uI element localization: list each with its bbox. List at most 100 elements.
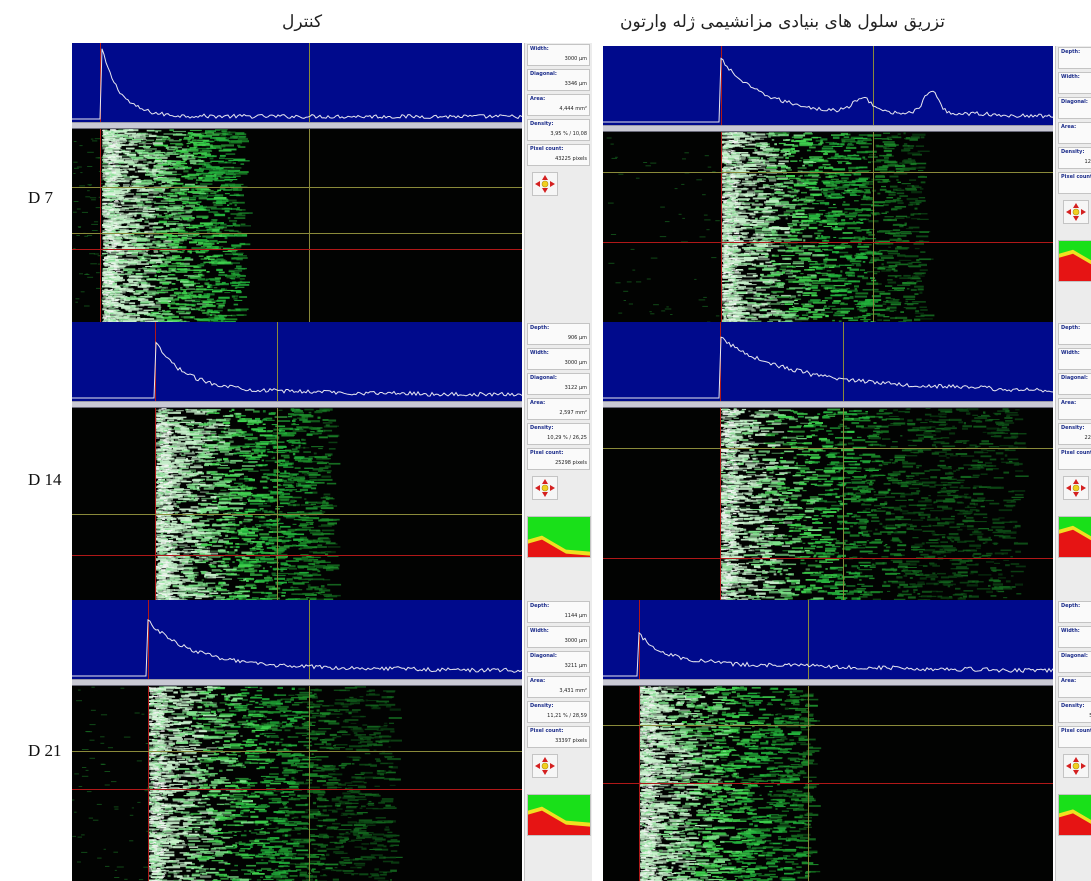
metric-label: Area: (530, 400, 545, 406)
metric-value: 10,29 % / 26,25 (547, 435, 587, 441)
metric-box: Width:3000 µm (527, 626, 590, 648)
oct-scan-image[interactable] (72, 686, 522, 881)
graph-separator[interactable] (72, 122, 522, 129)
metric-value: 4,444 mm² (559, 106, 587, 112)
intensity-graph-svg (72, 600, 522, 679)
arrow-right-icon (1081, 209, 1086, 215)
metric-box: Depth:906 µm (527, 323, 590, 345)
oct-scan-image[interactable] (603, 132, 1053, 327)
intensity-graph (72, 322, 522, 401)
metric-label: Area: (1061, 400, 1076, 406)
metric-label: Diagonal: (530, 71, 557, 77)
navigation-arrows-svg (533, 477, 557, 499)
navigation-arrows-svg (1064, 477, 1088, 499)
metric-label: Pixel count: (1061, 174, 1091, 180)
scan-panel-right-d14: Depth:906 µWidth:3000 µDiagonal:3134 µAr… (603, 322, 1091, 603)
metric-box: Diagonal:3201 µ (1058, 97, 1091, 119)
metric-box: Density:5,38 % / 13 (1058, 701, 1091, 723)
navigation-arrows-icon[interactable] (1063, 200, 1089, 224)
pre-surface-noise (72, 687, 153, 880)
metric-label: Area: (1061, 124, 1076, 130)
graph-separator[interactable] (603, 125, 1053, 132)
navigation-arrows-icon[interactable] (1063, 754, 1089, 778)
navigation-arrows-svg (1064, 755, 1088, 777)
tissue-signal (720, 408, 1029, 603)
arrow-up-icon (542, 757, 548, 762)
metric-box: Width:3000 µm (527, 348, 590, 370)
metric-box: Density:10,29 % / 26,25 (527, 423, 590, 445)
metric-box: Area:2,597 mm² (527, 398, 590, 420)
arrow-down-icon (542, 492, 548, 497)
navigation-arrows-icon[interactable] (532, 754, 558, 778)
metric-value: 3122 µm (565, 385, 587, 391)
intensity-graph (603, 46, 1053, 125)
metric-label: Depth: (1061, 603, 1080, 609)
oct-scan-image[interactable] (72, 129, 522, 324)
arrow-up-icon (542, 175, 548, 180)
intensity-curve (72, 620, 522, 676)
oct-scan-svg (72, 686, 522, 881)
metric-value: 43225 pixels (555, 156, 587, 162)
oct-scan-image[interactable] (603, 686, 1053, 881)
arrow-left-icon (535, 763, 540, 769)
graph-separator[interactable] (603, 679, 1053, 686)
metric-label: Width: (530, 350, 549, 356)
arrow-right-icon (1081, 763, 1086, 769)
tissue-signal (155, 408, 341, 603)
navigation-arrows-icon[interactable] (532, 476, 558, 500)
metric-box: Pixel count:32578 pix (1058, 172, 1091, 194)
arrow-down-icon (1073, 492, 1079, 497)
oct-scan-image[interactable] (72, 408, 522, 603)
metric-label: Depth: (1061, 325, 1080, 331)
navigation-arrows-icon[interactable] (1063, 476, 1089, 500)
metric-label: Pixel count: (530, 450, 563, 456)
metric-box: Area:3,347 m (1058, 122, 1091, 144)
metric-label: Width: (1061, 350, 1080, 356)
metric-value: 1144 µm (565, 613, 587, 619)
metric-value: 11,21 % / 28,59 (547, 713, 587, 719)
metric-value: 906 µm (568, 335, 587, 341)
navigation-arrows-icon[interactable] (532, 172, 558, 196)
navigation-arrows-svg (533, 755, 557, 777)
metric-label: Width: (1061, 74, 1080, 80)
oct-scan-image[interactable] (603, 408, 1053, 603)
arrow-up-icon (542, 479, 548, 484)
metric-label: Diagonal: (1061, 653, 1088, 659)
graph-separator[interactable] (72, 679, 522, 686)
center-dot-icon (1073, 209, 1079, 215)
metric-box: Density:3,95 % / 10,08 (527, 119, 590, 141)
depth-profile-svg (528, 517, 590, 557)
depth-profile-thumbnail (1058, 794, 1091, 836)
metric-box: Depth:1116 µ (1058, 47, 1091, 69)
metric-label: Width: (530, 628, 549, 634)
tissue-signal (721, 132, 934, 327)
metric-label: Pixel count: (530, 146, 563, 152)
tissue-signal (102, 129, 253, 324)
metric-box: Pixel count:35981 pix (1058, 726, 1091, 748)
center-dot-icon (542, 181, 548, 187)
graph-separator[interactable] (603, 401, 1053, 408)
metric-box: Width:3000 µ (1058, 626, 1091, 648)
graph-separator[interactable] (72, 401, 522, 408)
depth-profile-thumbnail (527, 516, 591, 558)
metric-label: Area: (530, 678, 545, 684)
arrow-down-icon (542, 770, 548, 775)
center-dot-icon (1073, 763, 1079, 769)
metric-label: Pixel count: (1061, 728, 1091, 734)
intensity-graph-svg (603, 322, 1053, 401)
metric-box: Width:3000 µm (527, 44, 590, 66)
metric-label: Density: (1061, 425, 1084, 431)
arrow-up-icon (1073, 757, 1079, 762)
tissue-signal (148, 686, 403, 881)
intensity-graph (72, 43, 522, 122)
metric-label: Diagonal: (1061, 99, 1088, 105)
intensity-graph-svg (603, 600, 1053, 679)
metric-box: Density:22,57 % / 57, (1058, 423, 1091, 445)
metric-label: Diagonal: (1061, 375, 1088, 381)
intensity-curve (603, 58, 1053, 122)
arrow-up-icon (1073, 479, 1079, 484)
metric-box: Pixel count: 43225 pixels (527, 144, 590, 166)
arrow-up-icon (1073, 203, 1079, 208)
